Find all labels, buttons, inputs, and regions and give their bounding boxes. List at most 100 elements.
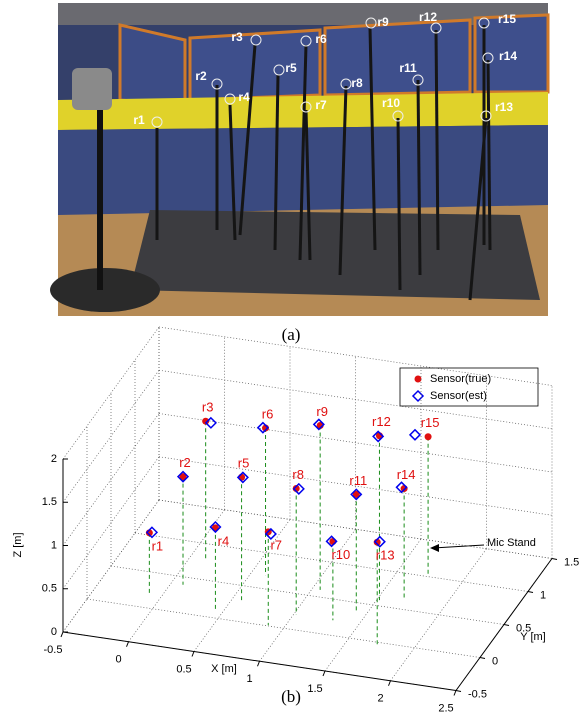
point-label: r2 [179, 455, 191, 470]
photo-label: r12 [419, 10, 437, 24]
mic [478, 17, 490, 29]
grid-line [158, 413, 553, 473]
mic [392, 110, 404, 122]
x-tick-label: -0.5 [44, 644, 63, 656]
annotation-arrow [432, 544, 485, 549]
point [236, 471, 249, 484]
point-label: r14 [397, 467, 416, 482]
legend-label: Sensor(est) [430, 390, 487, 402]
point [202, 417, 210, 425]
point-label: r15 [421, 415, 440, 430]
point [292, 482, 305, 495]
photo-label: r5 [285, 61, 297, 75]
point [176, 470, 190, 483]
point [373, 535, 386, 548]
y-tick [527, 591, 534, 593]
x-tick [453, 690, 457, 696]
z-tick-label: 1 [51, 539, 57, 551]
grid-line [62, 499, 160, 633]
point [352, 490, 360, 498]
y-tick-label: 1.5 [564, 556, 579, 568]
y-tick-label: -0.5 [468, 688, 487, 700]
y-tick-label: 1 [540, 589, 546, 601]
mic [480, 110, 492, 122]
grid-line [158, 499, 553, 559]
point-label: r13 [376, 548, 395, 563]
point [145, 526, 159, 539]
photo-label: r7 [315, 98, 327, 112]
x-tick-label: 2.5 [438, 702, 453, 714]
x-tick [60, 631, 64, 638]
point [408, 428, 422, 441]
z-tick-label: 0 [51, 626, 57, 638]
y-tick-label: 0.5 [516, 622, 531, 634]
y-axis-label: Y [m] [520, 631, 545, 643]
grid-line [158, 326, 553, 386]
point-label: r7 [270, 537, 282, 552]
y-tick [503, 624, 510, 626]
mic [482, 52, 494, 64]
point-label: r1 [152, 538, 164, 553]
point-label: r12 [372, 414, 391, 429]
point [395, 481, 408, 494]
grid-line [158, 456, 553, 516]
photo-label: r3 [231, 30, 243, 44]
point [256, 421, 269, 434]
x-tick-label: 1.5 [307, 683, 322, 695]
photo-label: r15 [498, 12, 516, 26]
x-tick-label: 2 [377, 693, 383, 705]
point [179, 473, 187, 481]
grid-line [62, 413, 160, 546]
y-tick-label: 0 [492, 655, 498, 667]
annotation: Mic Stand [487, 537, 536, 549]
z-tick-label: 0.5 [42, 583, 57, 595]
photo-label: r4 [238, 90, 250, 104]
z-tick-label: 2 [51, 453, 57, 465]
photo-label: r1 [133, 113, 145, 127]
mic [300, 101, 312, 113]
x-tick-label: 0.5 [176, 663, 191, 675]
photo-label: r13 [495, 100, 513, 114]
grid-line [62, 456, 160, 589]
z-tick-label: 1.5 [42, 496, 57, 508]
x-tick [191, 651, 195, 657]
x-tick [126, 641, 129, 647]
point [400, 485, 408, 493]
photo-label: r11 [399, 61, 417, 75]
y-tick [479, 657, 486, 659]
mic [211, 78, 223, 90]
point [350, 488, 363, 501]
photo-label: r8 [351, 76, 363, 90]
point [264, 527, 277, 541]
legend-marker [414, 375, 422, 383]
x-tick [322, 670, 326, 677]
z-axis-label: Z [m] [12, 532, 24, 557]
caption-b: (b) [281, 687, 301, 706]
mic [250, 34, 262, 46]
point-label: r10 [331, 547, 350, 562]
arrow-head [430, 544, 439, 552]
grid-line [158, 369, 553, 430]
point [204, 416, 217, 429]
point-label: r11 [349, 473, 367, 488]
point-label: r8 [292, 467, 304, 482]
x-tick-label: 1 [246, 673, 252, 685]
photo-label: r14 [499, 49, 517, 63]
photo-label: r10 [382, 96, 400, 110]
point-label: r3 [202, 400, 214, 415]
y-tick [455, 690, 462, 692]
point-label: r5 [238, 456, 250, 471]
photo-label: r6 [315, 32, 327, 46]
mic [430, 22, 442, 34]
grid-line [134, 532, 529, 592]
x-axis-label: X [m] [211, 663, 237, 675]
point [312, 418, 325, 431]
point [372, 430, 385, 443]
mic [273, 64, 285, 76]
legend: Sensor(true) Sensor(est) [399, 367, 539, 407]
mic [300, 35, 312, 47]
point [325, 535, 338, 548]
x-tick [257, 661, 260, 667]
y-tick [551, 558, 558, 560]
